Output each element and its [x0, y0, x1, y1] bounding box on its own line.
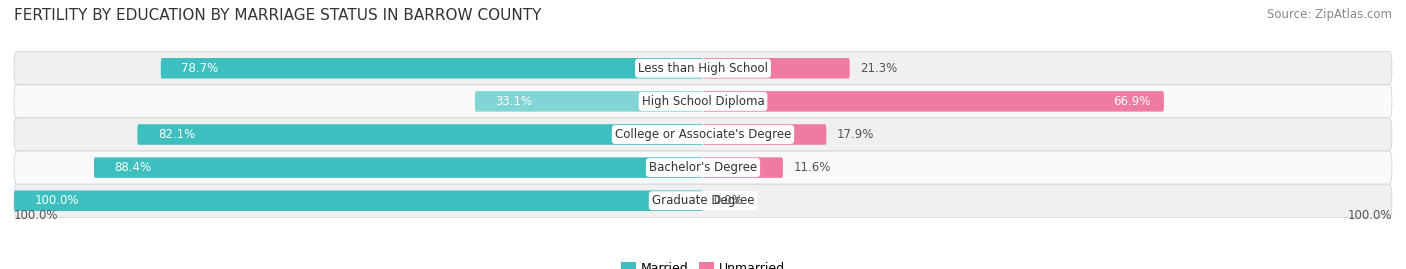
Text: Source: ZipAtlas.com: Source: ZipAtlas.com [1267, 8, 1392, 21]
FancyBboxPatch shape [703, 58, 849, 79]
Text: FERTILITY BY EDUCATION BY MARRIAGE STATUS IN BARROW COUNTY: FERTILITY BY EDUCATION BY MARRIAGE STATU… [14, 8, 541, 23]
Text: 11.6%: 11.6% [793, 161, 831, 174]
Text: 100.0%: 100.0% [1347, 209, 1392, 222]
FancyBboxPatch shape [703, 124, 827, 145]
Text: 88.4%: 88.4% [115, 161, 152, 174]
Text: 100.0%: 100.0% [35, 194, 79, 207]
FancyBboxPatch shape [14, 52, 1392, 85]
Legend: Married, Unmarried: Married, Unmarried [616, 257, 790, 269]
FancyBboxPatch shape [14, 190, 703, 211]
Text: Less than High School: Less than High School [638, 62, 768, 75]
Text: College or Associate's Degree: College or Associate's Degree [614, 128, 792, 141]
FancyBboxPatch shape [703, 157, 783, 178]
Text: 33.1%: 33.1% [496, 95, 533, 108]
FancyBboxPatch shape [138, 124, 703, 145]
FancyBboxPatch shape [14, 118, 1392, 151]
FancyBboxPatch shape [475, 91, 703, 112]
FancyBboxPatch shape [14, 184, 1392, 217]
Text: 17.9%: 17.9% [837, 128, 875, 141]
Text: 21.3%: 21.3% [860, 62, 897, 75]
FancyBboxPatch shape [703, 91, 1164, 112]
Text: 82.1%: 82.1% [157, 128, 195, 141]
FancyBboxPatch shape [14, 151, 1392, 184]
Text: Bachelor's Degree: Bachelor's Degree [650, 161, 756, 174]
FancyBboxPatch shape [94, 157, 703, 178]
Text: High School Diploma: High School Diploma [641, 95, 765, 108]
FancyBboxPatch shape [160, 58, 703, 79]
Text: 78.7%: 78.7% [181, 62, 219, 75]
Text: Graduate Degree: Graduate Degree [652, 194, 754, 207]
Text: 100.0%: 100.0% [14, 209, 59, 222]
Text: 66.9%: 66.9% [1112, 95, 1150, 108]
FancyBboxPatch shape [14, 85, 1392, 118]
Text: 0.0%: 0.0% [713, 194, 742, 207]
